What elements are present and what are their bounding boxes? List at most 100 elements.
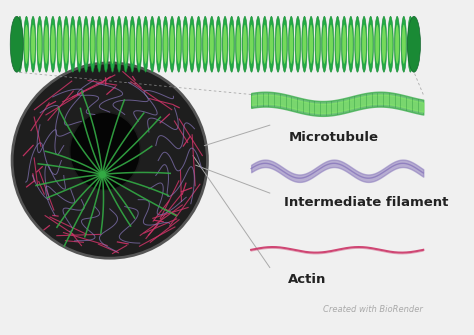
Ellipse shape [328,16,334,72]
Ellipse shape [263,25,267,64]
Ellipse shape [124,25,128,64]
Ellipse shape [57,16,62,72]
Ellipse shape [176,16,182,72]
Ellipse shape [336,25,339,64]
Ellipse shape [289,25,293,64]
Ellipse shape [389,25,392,64]
Ellipse shape [203,25,207,64]
Ellipse shape [104,25,108,64]
Ellipse shape [236,16,241,72]
Ellipse shape [164,25,167,64]
Ellipse shape [341,16,347,72]
Ellipse shape [302,16,307,72]
Ellipse shape [169,16,175,72]
Ellipse shape [183,25,187,64]
Ellipse shape [356,25,359,64]
Ellipse shape [289,16,294,72]
Ellipse shape [382,25,386,64]
Ellipse shape [50,16,55,72]
Ellipse shape [315,16,320,72]
Ellipse shape [283,25,287,64]
Ellipse shape [130,16,135,72]
Ellipse shape [401,16,407,72]
Ellipse shape [91,25,95,64]
Ellipse shape [210,25,214,64]
Ellipse shape [157,25,161,64]
Ellipse shape [216,16,221,72]
Ellipse shape [64,25,68,64]
Ellipse shape [262,16,267,72]
Ellipse shape [342,25,346,64]
Ellipse shape [197,25,201,64]
Ellipse shape [368,16,374,72]
Ellipse shape [97,16,102,72]
Ellipse shape [249,16,254,72]
Ellipse shape [302,25,307,64]
Ellipse shape [130,25,134,64]
Ellipse shape [329,25,333,64]
Ellipse shape [97,25,101,64]
Ellipse shape [70,112,140,190]
Ellipse shape [149,16,155,72]
Ellipse shape [348,16,354,72]
Ellipse shape [190,25,194,64]
Ellipse shape [123,16,128,72]
Ellipse shape [143,16,148,72]
Ellipse shape [44,25,48,64]
Ellipse shape [335,16,340,72]
Ellipse shape [84,25,88,64]
Text: Intermediate filament: Intermediate filament [284,196,448,209]
Ellipse shape [388,16,393,72]
Ellipse shape [229,16,234,72]
Ellipse shape [182,16,188,72]
Ellipse shape [77,25,82,64]
Ellipse shape [17,16,23,72]
Ellipse shape [408,16,413,72]
Ellipse shape [322,16,327,72]
Ellipse shape [64,16,69,72]
Ellipse shape [408,16,420,72]
Ellipse shape [275,16,281,72]
Ellipse shape [24,16,29,72]
Ellipse shape [37,25,42,64]
Text: Microtubule: Microtubule [288,131,378,144]
Ellipse shape [362,25,366,64]
Ellipse shape [117,16,122,72]
Ellipse shape [202,16,208,72]
Ellipse shape [31,25,35,64]
Ellipse shape [90,16,95,72]
Ellipse shape [402,25,406,64]
Ellipse shape [110,25,115,64]
Ellipse shape [170,25,174,64]
Ellipse shape [255,16,261,72]
Ellipse shape [77,16,82,72]
Ellipse shape [242,16,247,72]
Ellipse shape [163,16,168,72]
Ellipse shape [37,16,42,72]
Ellipse shape [395,25,399,64]
Circle shape [12,63,208,258]
Ellipse shape [57,25,62,64]
Ellipse shape [209,16,215,72]
Ellipse shape [117,25,121,64]
Text: Actin: Actin [288,273,327,286]
Ellipse shape [30,16,36,72]
Ellipse shape [282,16,287,72]
Ellipse shape [409,25,412,64]
Ellipse shape [269,25,273,64]
Ellipse shape [237,25,240,64]
Ellipse shape [150,25,154,64]
Ellipse shape [381,16,387,72]
Ellipse shape [144,25,147,64]
Ellipse shape [375,25,379,64]
Ellipse shape [256,25,260,64]
Ellipse shape [296,25,300,64]
Ellipse shape [18,25,22,64]
Ellipse shape [137,16,142,72]
Ellipse shape [196,16,201,72]
Text: Created with BioRender: Created with BioRender [323,305,423,314]
Ellipse shape [316,25,320,64]
Ellipse shape [25,25,28,64]
Ellipse shape [295,16,301,72]
Ellipse shape [322,25,327,64]
